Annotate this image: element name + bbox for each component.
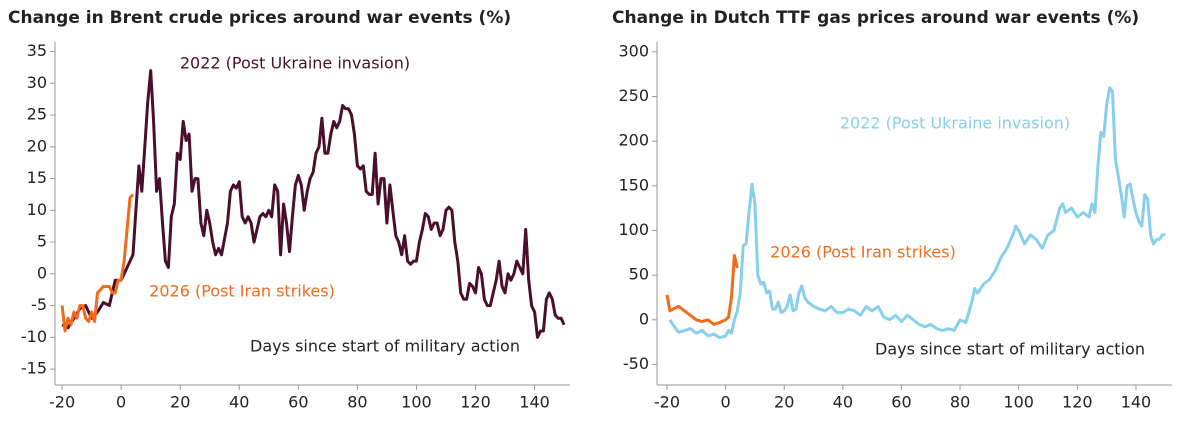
y-tick-label: 30 xyxy=(27,73,47,92)
chart-title: Change in Brent crude prices around war … xyxy=(8,8,511,28)
x-tick-label: 20 xyxy=(774,393,794,412)
y-tick-label: 25 xyxy=(27,105,47,124)
x-tick-label: 0 xyxy=(116,393,126,412)
x-tick-label: 100 xyxy=(1003,393,1034,412)
x-tick-label: 20 xyxy=(170,393,190,412)
series-label: 2026 (Post Iran strikes) xyxy=(149,282,335,301)
series-label: 2026 (Post Iran strikes) xyxy=(770,243,956,262)
x-tick-label: 60 xyxy=(891,393,911,412)
y-tick-label: 35 xyxy=(27,41,47,60)
y-tick-label: -50 xyxy=(623,354,649,373)
x-tick-label: -20 xyxy=(654,393,680,412)
y-tick-label: 5 xyxy=(37,232,47,251)
x-tick-label: 120 xyxy=(1062,393,1093,412)
y-tick-label: 50 xyxy=(629,265,649,284)
x-tick-label: 40 xyxy=(229,393,249,412)
series-label: 2022 (Post Ukraine invasion) xyxy=(180,54,410,73)
y-tick-label: 250 xyxy=(618,86,649,105)
x-tick-label: -20 xyxy=(49,393,75,412)
x-tick-label: 60 xyxy=(288,393,308,412)
x-tick-label: 80 xyxy=(347,393,367,412)
y-tick-label: 10 xyxy=(27,200,47,219)
y-tick-label: 15 xyxy=(27,168,47,187)
x-tick-label: 100 xyxy=(401,393,432,412)
chart-title: Change in Dutch TTF gas prices around wa… xyxy=(612,8,1139,28)
x-tick-label: 40 xyxy=(833,393,853,412)
y-tick-label: -15 xyxy=(21,359,47,378)
x-tick-label: 80 xyxy=(950,393,970,412)
y-tick-label: 300 xyxy=(618,41,649,60)
x-tick-label: 140 xyxy=(1121,393,1152,412)
y-tick-label: -5 xyxy=(31,295,47,314)
y-tick-label: 200 xyxy=(618,131,649,150)
y-tick-label: 150 xyxy=(618,175,649,194)
series-line xyxy=(60,193,135,333)
x-tick-label: 120 xyxy=(460,393,491,412)
x-tick-label: 140 xyxy=(519,393,550,412)
x-tick-label: 0 xyxy=(720,393,730,412)
y-tick-label: -10 xyxy=(21,327,47,346)
y-tick-label: 100 xyxy=(618,220,649,239)
series-line xyxy=(665,254,739,326)
series-label: 2022 (Post Ukraine invasion) xyxy=(840,114,1070,133)
series-line xyxy=(61,69,566,339)
y-tick-label: 0 xyxy=(37,263,47,282)
x-axis-label: Days since start of military action xyxy=(250,337,520,356)
x-axis-label: Days since start of military action xyxy=(875,340,1145,359)
y-tick-label: 0 xyxy=(639,309,649,328)
series-line xyxy=(668,86,1166,340)
y-tick-label: 20 xyxy=(27,136,47,155)
